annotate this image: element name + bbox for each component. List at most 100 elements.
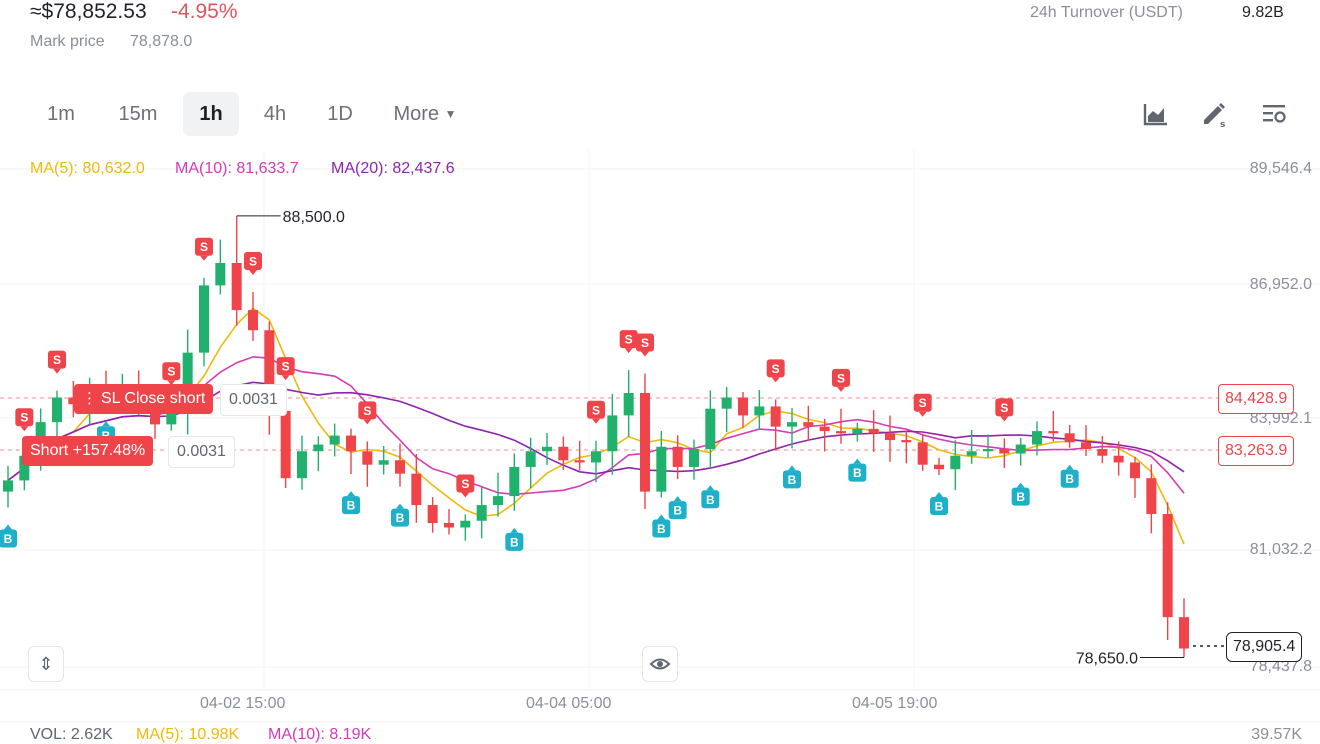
marker-pointer [788,465,796,471]
marker-badge [832,368,850,387]
marker-text: S [282,360,290,374]
short-position-quantity[interactable]: 0.0031 [168,436,235,468]
low-annotation: 78,650.0 [1076,650,1138,667]
sell-marker: S [832,368,850,392]
caret-down-icon: ▼ [444,107,457,121]
candle-body [819,426,830,432]
candle-body [1015,444,1026,454]
sl-order-quantity[interactable]: 0.0031 [220,384,287,416]
marker-pointer [837,386,845,392]
candle-body [460,520,471,528]
sl-order-label: SL Close short [101,390,206,407]
indicator-settings-icon[interactable] [1260,100,1288,128]
marker-badge [276,357,295,376]
ma20-legend: MA(20): 82,437.6 [331,160,455,177]
marker-badge [636,333,654,352]
candle-body [607,415,618,452]
tab-1m[interactable]: 1m [47,103,75,125]
tab-15m[interactable]: 15m [118,103,158,125]
marker-pointer [510,527,519,533]
marker-pointer [935,491,943,497]
sell-marker: S [636,333,654,357]
marker-badge [668,501,687,520]
marker-text: S [772,362,780,376]
chart-type-icon[interactable] [1142,100,1170,128]
candle-body [705,408,716,450]
marker-pointer [1000,416,1009,422]
short-position-label[interactable]: Short +157.48% [22,436,154,466]
marker-badge [195,237,213,256]
buy-marker: B [342,491,360,515]
price-axis-label: 89,546.4 [1249,160,1312,177]
candle-body [329,435,340,445]
expand-vertical-icon[interactable]: ⇕ [28,646,64,682]
marker-text: B [706,493,715,507]
marker-text: B [935,499,944,513]
sell-marker: S [619,330,638,354]
candle-body [378,460,389,465]
buy-marker: B [1060,464,1079,488]
marker-pointer [657,514,666,520]
candle-body [427,505,438,523]
marker-badge [505,532,524,551]
candle-body [476,505,487,521]
drag-handle-icon[interactable]: ⋮ [82,390,97,407]
marker-badge [0,529,17,548]
buy-marker: B [652,514,671,538]
candle-body [493,496,503,506]
candle-body [182,352,193,411]
tab-1h[interactable]: 1h [183,92,239,136]
marker-pointer [347,491,355,497]
marker-text: S [53,353,61,367]
candle-body [313,444,324,452]
marker-pointer [102,421,110,427]
candle-body [803,422,814,427]
marker-text: B [4,532,13,546]
marker-badge [930,496,948,515]
buy-marker: B [783,465,801,489]
marker-badge [587,400,605,419]
buy-marker: B [668,496,687,520]
buy-marker: B [0,524,17,548]
marker-badge [456,474,475,493]
marker-text: S [641,336,649,350]
marker-badge [619,330,638,349]
marker-badge [701,490,720,509]
marker-text: S [167,365,175,379]
marker-pointer [1016,482,1025,488]
eye-icon[interactable] [642,646,678,682]
drawing-tool-icon[interactable]: s [1200,100,1228,128]
marker-badge [342,496,360,515]
marker-text: S [592,403,600,417]
extreme-annotations: 88,500.0 78,650.0 [236,209,1184,667]
candle-body [836,431,846,434]
tab-more[interactable]: More ▼ [380,92,470,136]
sell-marker: S [48,350,66,374]
candle-body [542,446,552,452]
candle-body [623,392,634,416]
marker-pointer [363,419,372,425]
candle-body [1064,433,1075,443]
candle-body [3,480,13,492]
buy-marker: B [391,503,409,527]
candle-body [1081,442,1091,450]
candle-body [68,397,79,405]
buy-marker: B [701,485,720,509]
candle-body [215,262,226,286]
ma10-legend: MA(10): 81,633.7 [175,160,299,177]
tab-1d[interactable]: 1D [327,103,353,125]
moving-average-lines [7,307,1185,545]
marker-text: S [20,411,28,425]
marker-text: S [919,396,927,410]
time-axis-label: 04-04 05:00 [526,695,612,712]
short-price-tag: 83,263.9 [1218,436,1295,466]
volume-ma5-label: MA(5): 10.98K [136,726,240,743]
candle-body [885,433,895,441]
candle-body [280,410,291,479]
marker-pointer [167,380,176,386]
tab-4h[interactable]: 4h [263,103,287,125]
marker-badge [848,463,867,482]
last-price: ≈$78,852.53 [30,0,147,23]
marker-text: S [249,255,257,269]
sl-close-short-order[interactable]: ⋮ SL Close short [74,384,214,414]
